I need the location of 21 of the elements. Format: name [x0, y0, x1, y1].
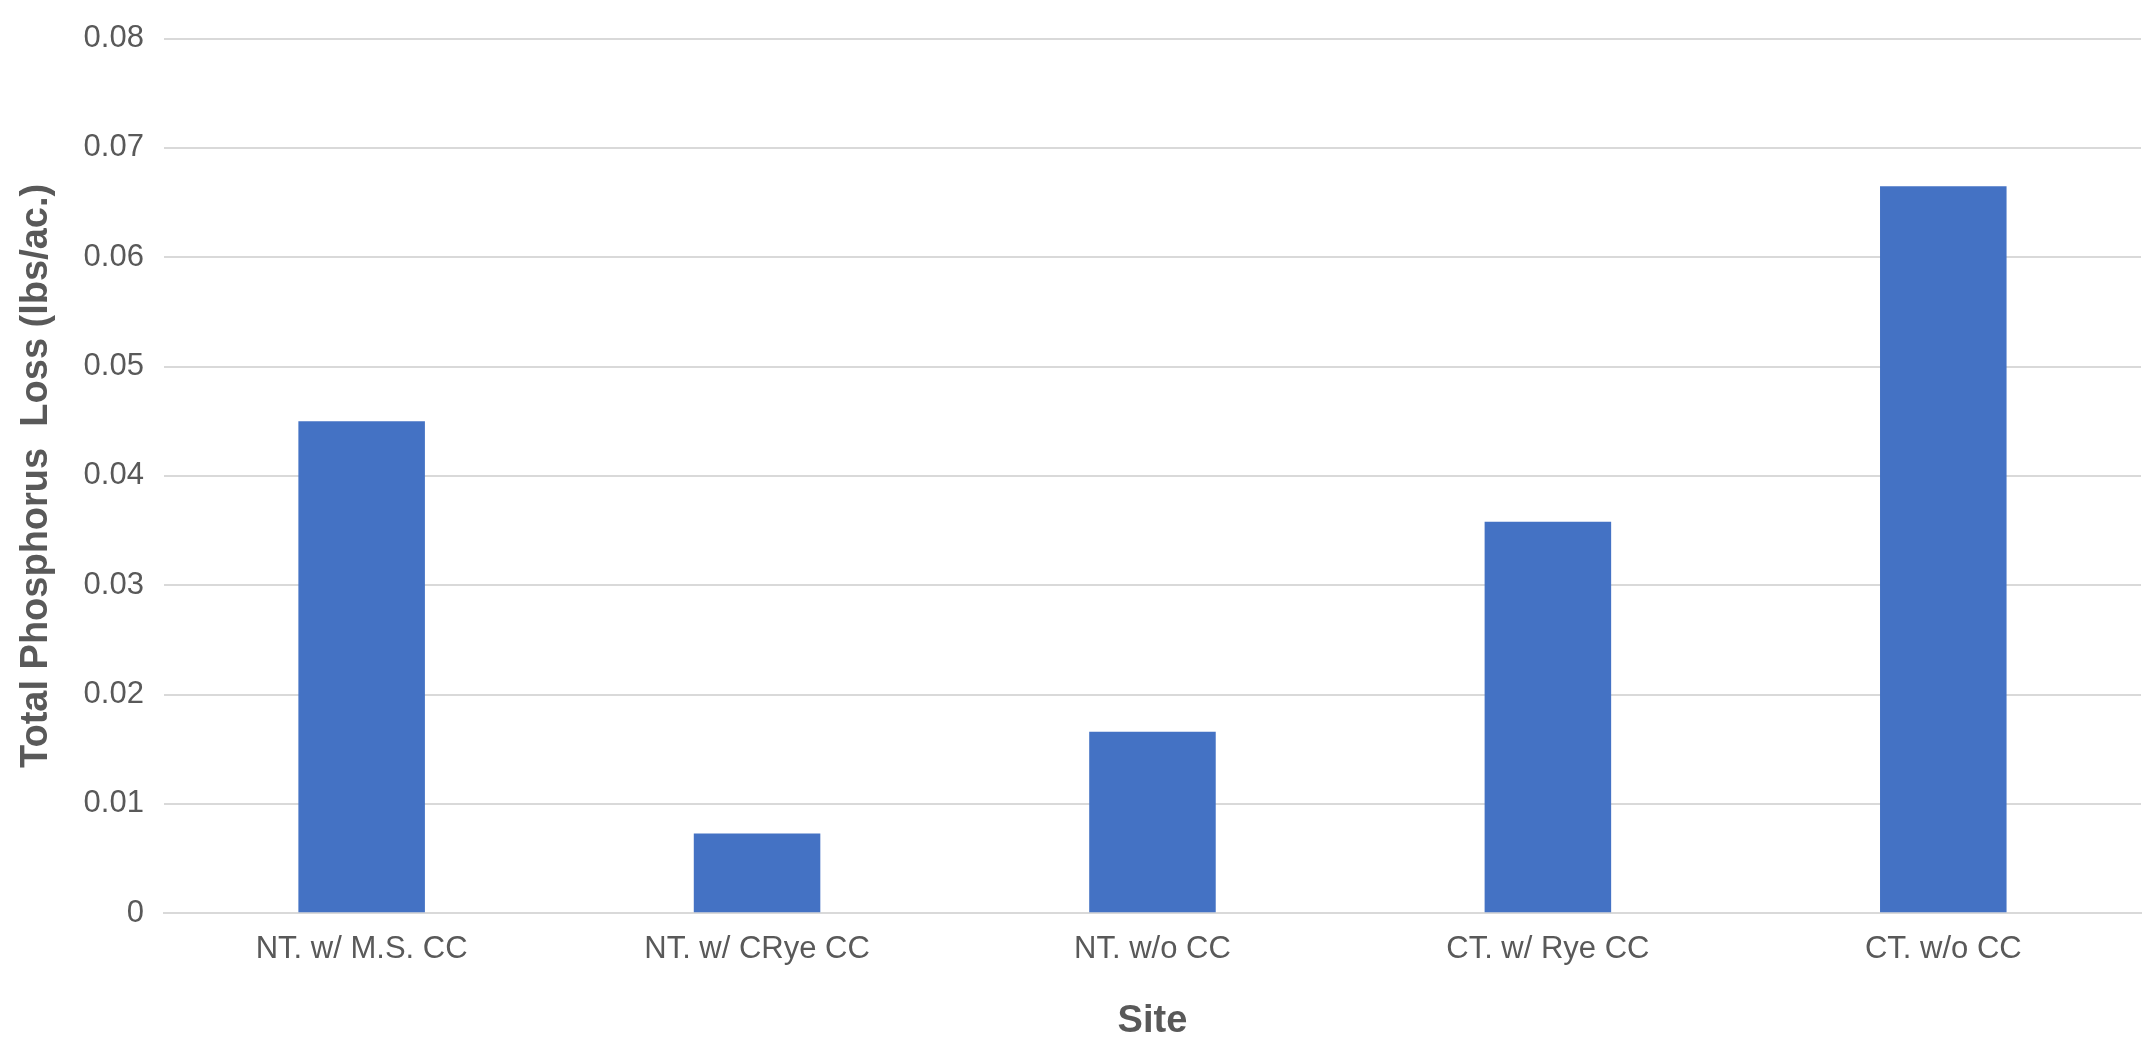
bar: [298, 421, 425, 913]
y-tick-label: 0.03: [83, 565, 144, 601]
y-tick-label: 0.04: [83, 456, 144, 492]
y-tick-label: 0.06: [83, 237, 144, 273]
x-tick-label: CT. w/o CC: [1864, 930, 2022, 966]
x-tick-label: CT. w/ Rye CC: [1446, 930, 1650, 966]
bar: [693, 833, 821, 913]
y-tick-label: 0.08: [83, 19, 144, 55]
bar: [1484, 521, 1612, 913]
y-tick-label: 0.05: [83, 347, 144, 383]
x-tick-label: NT. w/o CC: [1074, 930, 1231, 966]
y-axis-title: Total Phosphorus Loss (lbs/ac.): [13, 183, 56, 768]
y-tick-label: 0.02: [83, 675, 144, 711]
y-tick-label: 0: [126, 893, 144, 929]
bar: [1880, 186, 2007, 913]
y-tick-label: 0.07: [83, 128, 144, 164]
bar: [1089, 731, 1216, 913]
x-tick-label: NT. w/ CRye CC: [644, 930, 870, 966]
x-tick-label: NT. w/ M.S. CC: [255, 930, 468, 966]
x-axis-title: Site: [1117, 997, 1188, 1040]
y-tick-label: 0.01: [83, 784, 144, 820]
